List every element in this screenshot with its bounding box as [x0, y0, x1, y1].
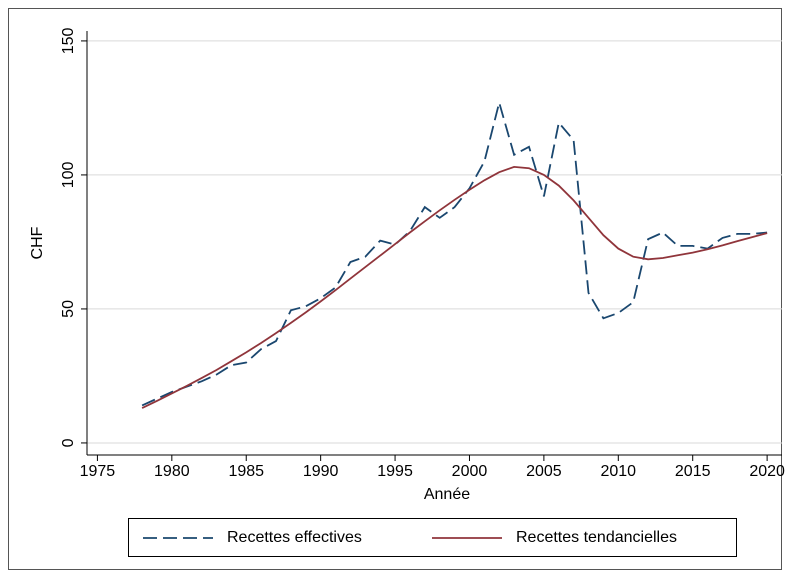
series-line	[141, 99, 768, 407]
x-tick-label: 1985	[228, 463, 264, 480]
y-tick-label: 50	[60, 300, 77, 318]
y-axis-title: CHF	[29, 226, 46, 259]
x-tick-label: 1995	[377, 463, 413, 480]
legend-label: Recettes effectives	[227, 529, 362, 546]
x-tick-label: 1975	[80, 463, 116, 480]
y-tick-label: 0	[60, 438, 77, 447]
x-axis-title: Année	[424, 486, 470, 503]
x-tick-label: 2010	[600, 463, 636, 480]
legend-label: Recettes tendancielles	[516, 529, 677, 546]
series-line	[141, 165, 768, 409]
frame	[8, 8, 782, 570]
y-tick-label: 100	[60, 161, 77, 188]
x-tick-label: 1990	[303, 463, 339, 480]
x-tick-label: 1980	[154, 463, 190, 480]
x-tick-label: 2005	[526, 463, 562, 480]
x-tick-label: 2015	[675, 463, 711, 480]
x-tick-label: 2000	[452, 463, 488, 480]
x-tick-label: 2020	[749, 463, 785, 480]
y-tick-label: 150	[60, 27, 77, 54]
